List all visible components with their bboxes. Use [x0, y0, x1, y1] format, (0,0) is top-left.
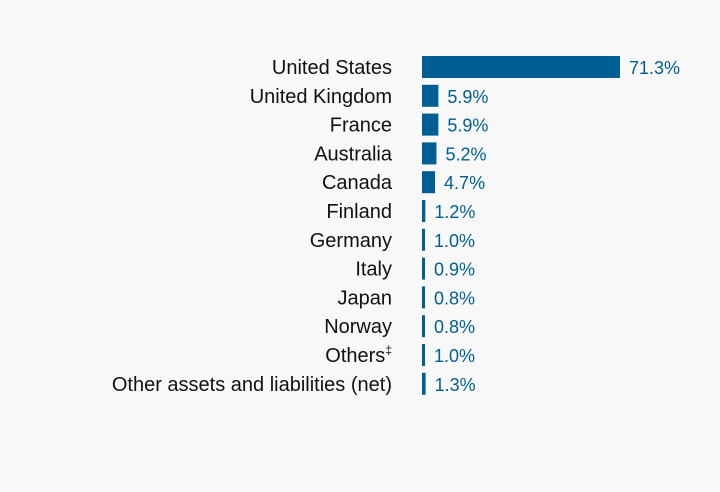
bar-australia — [422, 142, 437, 165]
value-label-canada: 4.7% — [444, 173, 485, 193]
value-label-others: 1.0% — [434, 346, 475, 366]
category-label-united-states: United States — [272, 57, 392, 79]
bar-united-states — [422, 56, 620, 78]
value-label-italy: 0.9% — [434, 260, 475, 280]
category-label-other-assets-and-liabilities-net: Other assets and liabilities (net) — [112, 374, 392, 396]
bar-germany — [422, 228, 425, 251]
value-label-finland: 1.2% — [434, 202, 475, 222]
value-label-japan: 0.8% — [434, 288, 475, 308]
category-label-others: Others‡ — [325, 343, 392, 367]
value-label-france: 5.9% — [447, 116, 488, 136]
footnote-mark: ‡ — [385, 343, 392, 357]
bar-norway — [422, 315, 425, 338]
bar-italy — [422, 257, 425, 280]
category-label-italy: Italy — [355, 259, 392, 281]
category-label-japan: Japan — [338, 287, 393, 309]
bar-finland — [422, 200, 426, 222]
value-label-other-assets-and-liabilities-net: 1.3% — [435, 375, 476, 395]
value-label-australia: 5.2% — [445, 144, 486, 164]
value-labels: 71.3% 5.9% 5.9% 5.2% 4.7% 1.2% 1.0% 0.9% 0.8% 0.8… — [434, 58, 680, 395]
category-label-australia: Australia — [314, 143, 393, 165]
bar-others — [422, 344, 425, 366]
bar-other-assets-and-liabilities-net — [422, 372, 426, 395]
category-label-france: France — [330, 115, 392, 137]
category-label-finland: Finland — [326, 201, 392, 223]
value-label-united-kingdom: 5.9% — [447, 87, 488, 107]
bar-japan — [422, 286, 425, 309]
value-label-norway: 0.8% — [434, 317, 475, 337]
category-label-norway: Norway — [324, 316, 392, 338]
category-labels: United States United Kingdom France Austral… — [112, 57, 393, 396]
value-label-germany: 1.0% — [434, 231, 475, 251]
category-label-germany: Germany — [310, 230, 392, 252]
bar-canada — [422, 171, 436, 194]
bar-france — [422, 113, 439, 136]
category-label-canada: Canada — [322, 172, 393, 194]
value-label-united-states: 71.3% — [629, 58, 680, 78]
category-label-united-kingdom: United Kingdom — [250, 86, 392, 108]
bar-united-kingdom — [422, 84, 439, 107]
bars — [422, 56, 620, 395]
